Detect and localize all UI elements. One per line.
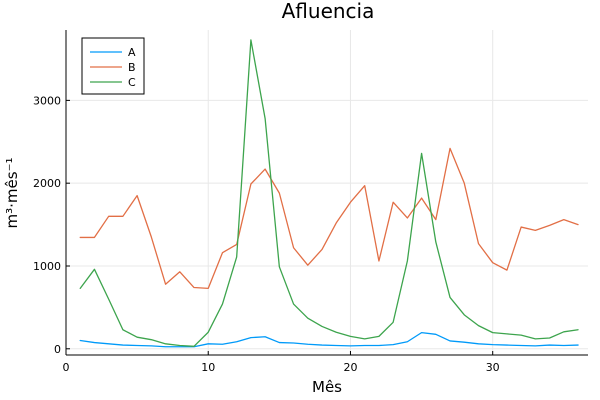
- series-line-a: [79, 331, 579, 348]
- x-axis-label: Mês: [312, 378, 342, 396]
- legend-label-b: B: [128, 61, 136, 74]
- x-tick-label: 10: [201, 361, 215, 374]
- legend-label-c: C: [128, 76, 136, 89]
- x-tick-label: 30: [486, 361, 500, 374]
- series-line-c: [79, 39, 579, 347]
- legend-label-a: A: [128, 46, 136, 59]
- y-tick-label: 0: [54, 343, 61, 356]
- axis-layer: 0 10 20 30 0 1000 2000 3000: [33, 30, 588, 374]
- series-line-b: [79, 147, 579, 289]
- y-tick-label: 3000: [33, 94, 61, 107]
- series-layer: [79, 39, 579, 348]
- y-axis-label: m³·mês⁻¹: [3, 158, 21, 229]
- legend-box: [81, 37, 145, 95]
- legend: ABC: [81, 37, 145, 95]
- y-tick-label: 2000: [33, 177, 61, 190]
- x-tick-label: 0: [63, 361, 70, 374]
- chart-title: Afluencia: [282, 0, 375, 23]
- x-tick-label: 20: [343, 361, 357, 374]
- y-tick-label: 1000: [33, 260, 61, 273]
